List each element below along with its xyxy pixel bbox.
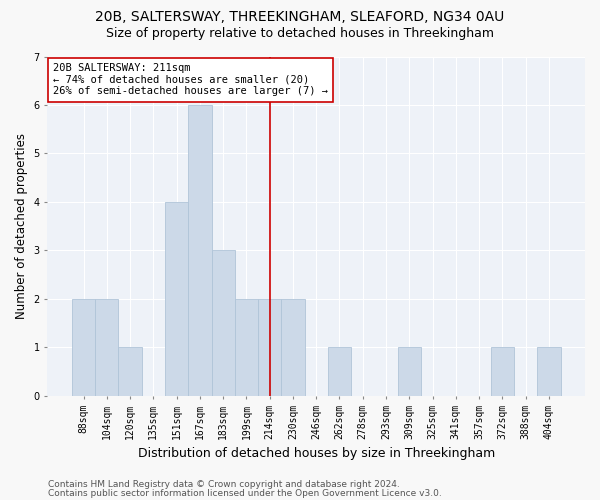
Bar bbox=[328, 348, 351, 396]
Text: 20B SALTERSWAY: 211sqm
← 74% of detached houses are smaller (20)
26% of semi-det: 20B SALTERSWAY: 211sqm ← 74% of detached… bbox=[53, 64, 328, 96]
Y-axis label: Number of detached properties: Number of detached properties bbox=[15, 133, 28, 319]
Bar bbox=[235, 299, 258, 396]
Text: 20B, SALTERSWAY, THREEKINGHAM, SLEAFORD, NG34 0AU: 20B, SALTERSWAY, THREEKINGHAM, SLEAFORD,… bbox=[95, 10, 505, 24]
Bar bbox=[118, 348, 142, 396]
Bar bbox=[281, 299, 305, 396]
Bar bbox=[258, 299, 281, 396]
Bar bbox=[72, 299, 95, 396]
Bar bbox=[398, 348, 421, 396]
X-axis label: Distribution of detached houses by size in Threekingham: Distribution of detached houses by size … bbox=[137, 447, 495, 460]
Text: Contains HM Land Registry data © Crown copyright and database right 2024.: Contains HM Land Registry data © Crown c… bbox=[48, 480, 400, 489]
Bar bbox=[212, 250, 235, 396]
Text: Contains public sector information licensed under the Open Government Licence v3: Contains public sector information licen… bbox=[48, 488, 442, 498]
Text: Size of property relative to detached houses in Threekingham: Size of property relative to detached ho… bbox=[106, 28, 494, 40]
Bar bbox=[537, 348, 560, 396]
Bar bbox=[95, 299, 118, 396]
Bar bbox=[165, 202, 188, 396]
Bar bbox=[491, 348, 514, 396]
Bar bbox=[188, 105, 212, 396]
